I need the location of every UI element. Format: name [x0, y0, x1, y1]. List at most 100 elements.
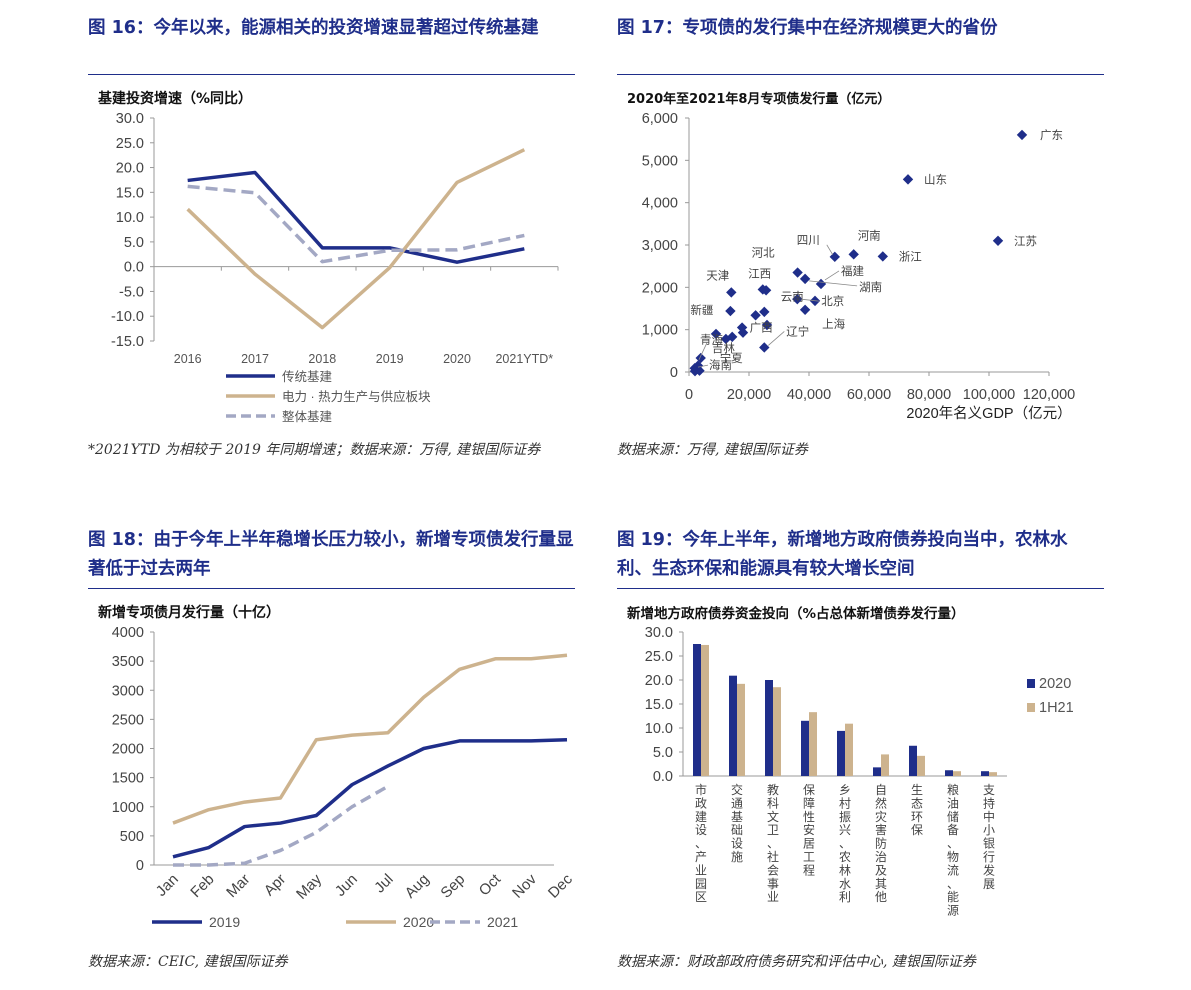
fig19-chart-title: 新增地方政府债券资金投向（%占总体新增债券发行量）: [627, 606, 965, 622]
scatter-point: [792, 267, 803, 278]
bar-1H21: [701, 644, 709, 776]
x-tick-label: 生态环保: [911, 783, 923, 837]
point-label: 江苏: [1014, 235, 1037, 248]
point-label: 天津: [706, 269, 729, 282]
x-tick-label: Oct: [476, 870, 505, 899]
y-tick-label: 1,000: [642, 323, 678, 339]
scatter-point: [877, 251, 888, 262]
y-tick-label: 0: [670, 365, 678, 381]
fig19-title: 图 19：今年上半年，新增地方政府债券投向当中，农林水利、生态环保和能源具有较大…: [617, 530, 1068, 579]
y-tick-label: 5.0: [124, 235, 144, 251]
label-leader: [801, 298, 820, 302]
point-label: 江西: [748, 267, 771, 280]
y-tick-label: -5.0: [119, 284, 144, 300]
label-leader: [826, 244, 834, 256]
label-leader: [698, 342, 708, 360]
x-tick-label: Sep: [437, 871, 468, 902]
y-tick-label: 5,000: [642, 153, 678, 169]
bar-1H21: [809, 712, 817, 776]
legend-label: 2021: [487, 914, 518, 930]
fig17-rule: [617, 74, 1104, 75]
scatter-point: [710, 328, 722, 340]
y-tick-label: 4000: [112, 625, 144, 641]
x-tick-label: 交通基础设施: [731, 782, 743, 864]
legend-label: 整体基建: [282, 409, 333, 424]
fig18-rule: [88, 588, 575, 589]
y-tick-label: 0.0: [124, 260, 144, 276]
x-tick-label: 乡村振兴、农林水利: [839, 783, 851, 904]
legend-label: 2019: [209, 914, 240, 930]
y-tick-label: 2,000: [642, 280, 678, 296]
x-tick-label: Nov: [509, 870, 540, 901]
fig18-chart-title: 新增专项债月发行量（十亿）: [98, 605, 280, 621]
series-line-电力 · 热力生产与供应板块: [186, 148, 526, 330]
fig19-source: 数据来源：财政部政府债务研究和评估中心, 建银国际证券: [617, 954, 976, 970]
y-tick-label: 2500: [112, 712, 144, 728]
scatter-point: [799, 273, 811, 285]
bar-2020: [729, 675, 737, 776]
bar-1H21: [845, 723, 853, 776]
bar-2020: [837, 730, 845, 776]
scatter-point: [992, 235, 1004, 246]
x-tick-label: Aug: [402, 871, 433, 902]
fig16-chart-title: 基建投资增速（%同比）: [98, 91, 253, 107]
y-tick-label: 1000: [112, 800, 144, 816]
y-tick-label: 2000: [112, 742, 144, 758]
point-label: 海南: [709, 358, 732, 372]
y-tick-label: 10.0: [645, 721, 673, 737]
x-tick-label: 支持中小银行发展: [983, 783, 995, 891]
x-tick-label: 粮油储备、物流、能源: [947, 782, 959, 918]
fig16-rule: [88, 74, 575, 75]
scatter-point: [902, 174, 914, 185]
x-tick-label: 2019: [376, 352, 404, 366]
x-tick-label: 保障性安居工程: [803, 783, 815, 877]
fig16-source: *2021YTD 为相较于 2019 年同期增速；数据来源：万得, 建银国际证券: [88, 442, 541, 458]
y-tick-label: 15.0: [645, 697, 673, 713]
x-tick-label: 自然灾害防治及其他: [875, 783, 887, 904]
point-label: 云南: [781, 289, 804, 303]
point-label: 河北: [752, 247, 775, 260]
legend-label: 电力 · 热力生产与供应板块: [282, 389, 431, 404]
y-tick-label: 30.0: [645, 625, 673, 641]
label-leader: [824, 270, 840, 281]
series-line-2019: [172, 738, 568, 859]
point-label: 广东: [1040, 129, 1063, 142]
point-label: 吉林: [712, 341, 735, 355]
label-leader: [697, 364, 709, 368]
y-tick-label: 0.0: [653, 769, 673, 785]
series-line-传统基建: [187, 170, 525, 264]
x-tick-label: Apr: [261, 871, 290, 900]
point-label: 青海: [700, 333, 723, 347]
y-tick-label: 20.0: [645, 673, 673, 689]
fig17-chart-title: 2020年至2021年8月专项债发行量（亿元）: [627, 92, 891, 107]
fig16-chart: 30.0 25.0 20.0 15.0 10.0 5.0 0.0 -5.0 -10.0 -15.0…: [111, 111, 559, 424]
bar-1H21: [737, 683, 745, 776]
x-tick-label: 2016: [174, 352, 202, 366]
x-tick-label: Feb: [187, 871, 217, 901]
x-tick-label: 教科文卫、社会事业: [767, 782, 779, 904]
y-tick-label: 3,000: [642, 238, 678, 254]
y-tick-label: -10.0: [111, 309, 144, 325]
point-label: 北京: [821, 294, 844, 308]
legend-swatch: [1027, 679, 1035, 688]
point-label: 宁夏: [720, 351, 743, 365]
x-tick-label: Jul: [371, 871, 397, 897]
y-tick-label: 25.0: [645, 649, 673, 665]
x-tick-label: 2018: [308, 352, 336, 366]
x-tick-label: 40,000: [787, 387, 831, 403]
y-tick-label: -15.0: [111, 334, 144, 350]
point-label: 上海: [822, 317, 845, 331]
series-line-2020: [172, 653, 568, 825]
fig18-title: 图 18：由于今年上半年稳增长压力较小，新增专项债发行量显著低于过去两年: [88, 530, 574, 579]
y-tick-label: 10.0: [116, 210, 144, 226]
fig17-source: 数据来源：万得, 建银国际证券: [617, 442, 808, 458]
point-label: 浙江: [899, 250, 922, 263]
x-tick-label: 100,000: [963, 387, 1015, 403]
point-label: 福建: [841, 264, 864, 278]
scatter-point: [750, 310, 761, 321]
bar-1H21: [989, 772, 997, 776]
scatter-point: [725, 305, 736, 317]
point-label: 湖南: [859, 280, 882, 294]
y-tick-label: 30.0: [116, 111, 144, 127]
fig18-source: 数据来源：CEIC, 建银国际证券: [88, 954, 288, 970]
